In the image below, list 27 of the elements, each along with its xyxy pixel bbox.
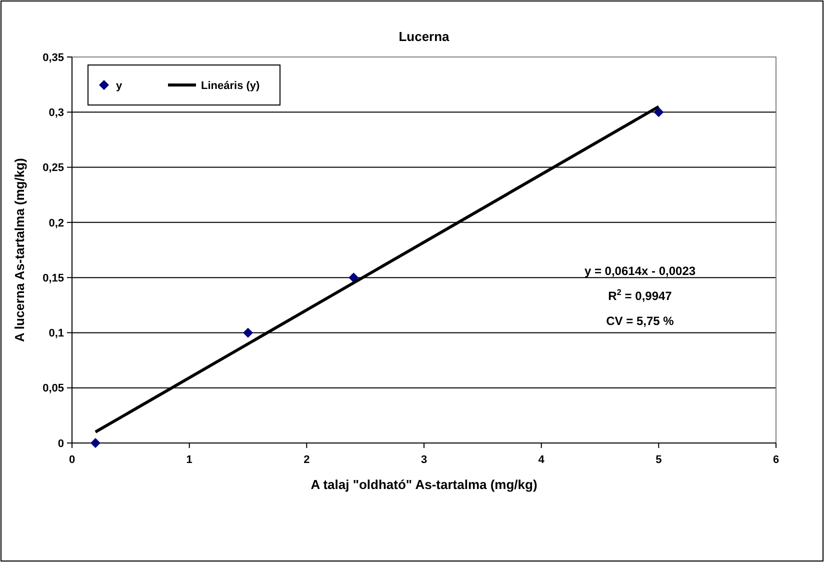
y-axis-title: A lucerna As-tartalma (mg/kg)	[12, 158, 27, 342]
y-tick-label: 0,25	[42, 162, 64, 174]
y-tick-label: 0,1	[48, 328, 64, 340]
x-tick-label: 3	[420, 454, 428, 466]
x-tick-label: 6	[772, 454, 780, 466]
y-tick-label: 0,05	[42, 382, 64, 395]
x-tick-label: 4	[538, 454, 546, 466]
x-tick-label: 2	[304, 454, 310, 466]
x-tick-label: 1	[186, 454, 192, 466]
x-axis-title: A talaj "oldható" As-tartalma (mg/kg)	[310, 477, 538, 492]
point	[243, 328, 253, 338]
y-tick-label: 0,15	[42, 272, 64, 284]
annotation: R$^{2}$ = 0,9947	[608, 287, 672, 303]
y-tick-label: 0,35	[42, 52, 64, 64]
point	[348, 272, 359, 283]
legend-label: Lineáris (y)	[201, 80, 260, 92]
annotation: y = 0,0614x - 0,0023	[584, 264, 696, 278]
chart-title: Lucerna	[398, 29, 450, 44]
point	[654, 107, 664, 118]
x-tick-label: 0	[68, 454, 76, 466]
y-tick-label: 0,3	[48, 106, 64, 119]
point	[90, 438, 100, 448]
y-tick-label: 0,2	[48, 217, 64, 230]
annotation: CV = 5,75 %	[606, 314, 674, 328]
x-tick-label: 5	[656, 454, 662, 466]
y-tick-label: 0	[58, 438, 64, 450]
legend-label: y	[116, 80, 123, 92]
